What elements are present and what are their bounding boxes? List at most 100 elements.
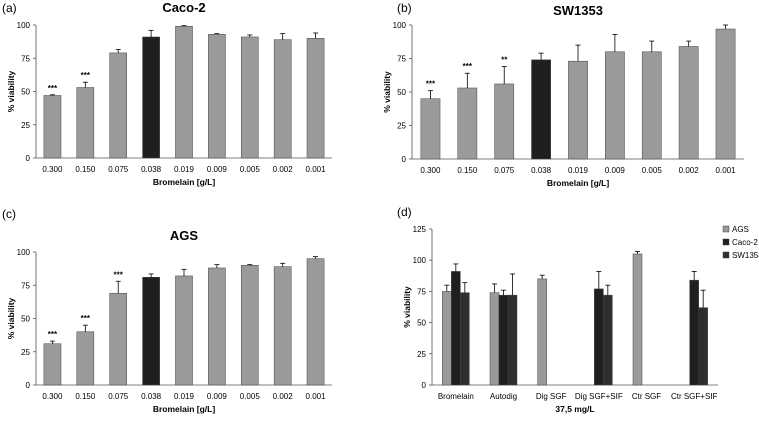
x-tick-label: 0.150 (75, 392, 96, 401)
x-tick-label: 0.038 (141, 392, 162, 401)
x-tick-label: 0.075 (108, 165, 129, 174)
chart-panel-d: (d) 0 25 50 75 100 125 % viability 37,5 mg/L Brom… (397, 205, 759, 414)
chart-panel-b: (b) SW1353 0 25 50 75 100 % viability Bromelain … (382, 1, 744, 188)
bar (603, 294, 613, 386)
y-tick-label: 25 (417, 350, 426, 359)
y-tick-label: 25 (21, 348, 30, 357)
x-tick-label: 0.009 (207, 165, 228, 174)
y-tick-label: 50 (417, 319, 426, 328)
chart-title: AGS (170, 228, 199, 243)
x-tick-label: 0.005 (240, 165, 261, 174)
x-tick-label: 0.001 (306, 392, 327, 401)
x-axis-label: Bromelain [g/L] (153, 177, 216, 187)
bar (109, 292, 128, 386)
y-tick-label: 75 (417, 287, 426, 296)
bar (442, 291, 452, 386)
panel-label: (a) (2, 1, 17, 15)
bar (594, 288, 604, 386)
x-tick-label: 0.001 (716, 166, 737, 175)
bar (208, 34, 226, 159)
significance-label: *** (48, 330, 58, 339)
x-tick-label: 0.300 (42, 165, 63, 174)
legend-swatch (722, 238, 730, 246)
y-tick-label: 75 (397, 55, 406, 64)
y-tick-label: 75 (21, 54, 30, 63)
bar (537, 278, 547, 386)
bar (641, 51, 662, 160)
x-tick-label: 0.075 (494, 166, 515, 175)
y-tick-label: 50 (21, 88, 30, 97)
y-tick-label: 100 (17, 21, 31, 30)
bar (507, 294, 518, 386)
y-tick-label: 25 (21, 121, 30, 130)
x-tick-label: 0.001 (306, 165, 327, 174)
y-tick-label: 100 (393, 21, 407, 30)
bar (451, 271, 461, 386)
x-tick-label: 0.300 (420, 166, 441, 175)
legend-label: AGS (732, 225, 749, 234)
chart-title: Caco-2 (162, 0, 205, 15)
chart-panel-a: (a) Caco-2 0 25 50 75 100 % viability Bromelain … (2, 0, 332, 187)
x-axis-label: 37,5 mg/L (555, 404, 594, 414)
panel-label: (b) (397, 1, 412, 15)
x-tick-label: 0.019 (174, 165, 195, 174)
bar (689, 279, 699, 386)
y-tick-label: 0 (26, 381, 31, 390)
panel-label: (c) (2, 207, 16, 221)
bar (605, 51, 625, 160)
y-tick-label: 50 (397, 88, 406, 97)
x-tick-label: Autodig (490, 392, 517, 401)
x-tick-label: Bromelain (438, 392, 474, 401)
x-tick-label: Ctr SGF+SIF (671, 392, 718, 401)
x-tick-label: 0.002 (273, 165, 294, 174)
x-tick-label: 0.009 (605, 166, 626, 175)
x-tick-label: 0.005 (240, 392, 261, 401)
x-tick-label: Ctr SGF (632, 392, 661, 401)
bar (43, 95, 62, 159)
x-tick-label: 0.019 (568, 166, 589, 175)
x-tick-label: 0.009 (207, 392, 228, 401)
bar (76, 87, 95, 159)
y-tick-label: 100 (413, 256, 427, 265)
bar (142, 36, 160, 159)
legend-swatch (722, 251, 730, 259)
bar (306, 38, 325, 159)
y-tick-label: 25 (397, 122, 406, 131)
x-tick-label: 0.075 (108, 392, 129, 401)
bar (632, 253, 643, 386)
bar (531, 59, 551, 160)
bar (498, 294, 509, 386)
x-tick-label: Dig SGF (536, 392, 567, 401)
bar (698, 307, 708, 386)
bar (76, 331, 95, 386)
bar (715, 28, 736, 160)
y-axis-label: % viability (402, 286, 412, 328)
bar (420, 98, 441, 160)
bar (208, 267, 226, 386)
x-tick-label: 0.150 (75, 165, 96, 174)
chart-title: SW1353 (553, 3, 603, 18)
y-tick-label: 125 (413, 225, 427, 234)
x-tick-label: 0.038 (531, 166, 552, 175)
bar (460, 292, 470, 386)
x-tick-label: Dig SGF+SIF (575, 392, 623, 401)
y-tick-label: 0 (402, 155, 407, 164)
bar (175, 26, 193, 159)
bar (494, 83, 515, 160)
significance-label: *** (81, 314, 91, 323)
bar (240, 265, 259, 386)
bar (457, 87, 478, 160)
bar (43, 343, 62, 386)
significance-label: *** (81, 71, 91, 80)
y-axis-label: % viability (6, 70, 16, 112)
panel-label: (d) (397, 205, 412, 219)
x-tick-label: 0.002 (273, 392, 294, 401)
bar (175, 275, 193, 386)
bar (306, 258, 325, 386)
bar (489, 292, 500, 386)
legend-label: Caco-2 (732, 238, 758, 247)
significance-label: *** (114, 270, 124, 279)
x-tick-label: 0.002 (679, 166, 700, 175)
x-tick-label: 0.005 (642, 166, 663, 175)
